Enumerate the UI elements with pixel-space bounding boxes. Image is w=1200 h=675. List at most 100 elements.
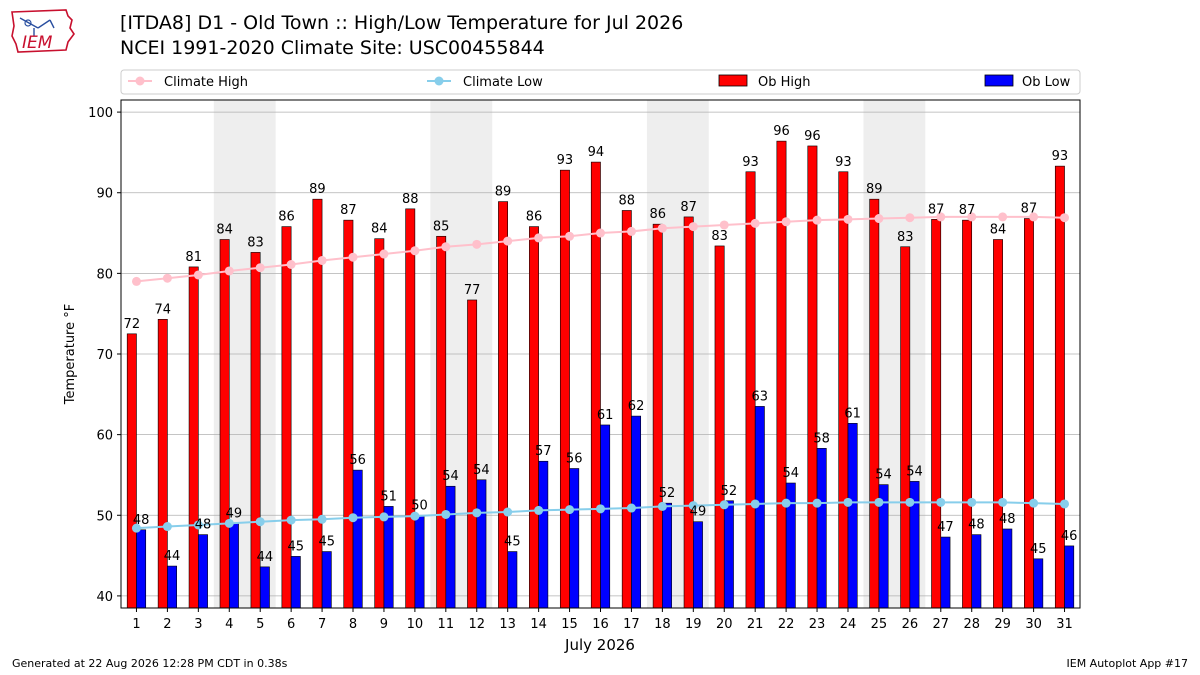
ob-high-bar xyxy=(343,219,354,609)
ob-low-value-label: 49 xyxy=(226,506,243,521)
ob-low-bar xyxy=(167,565,177,609)
ob-high-value-label: 89 xyxy=(309,182,326,197)
x-tick-label: 28 xyxy=(963,617,980,632)
climate-low-point xyxy=(936,497,946,507)
x-axis-label: July 2026 xyxy=(564,636,635,654)
ob-low-bar xyxy=(816,448,827,609)
climate-low-point xyxy=(905,497,915,507)
x-tick-label: 18 xyxy=(654,617,671,632)
climate-high-point xyxy=(410,246,420,256)
x-tick-label: 7 xyxy=(318,617,326,632)
x-tick-label: 23 xyxy=(809,617,826,632)
x-tick-label: 21 xyxy=(747,617,764,632)
ob-high-value-label: 93 xyxy=(742,155,759,170)
ob-high-bar xyxy=(219,239,230,609)
ob-high-value-label: 84 xyxy=(371,222,388,237)
ob-low-bar xyxy=(600,424,611,609)
ob-low-bar xyxy=(507,551,518,609)
ob-low-value-label: 57 xyxy=(535,444,552,459)
ob-low-bar xyxy=(383,506,394,609)
ob-low-value-label: 54 xyxy=(875,468,892,483)
y-tick-label: 60 xyxy=(96,429,113,444)
ob-low-value-label: 61 xyxy=(844,406,861,421)
ob-high-bar xyxy=(374,238,385,609)
climate-high-point xyxy=(750,218,760,228)
climate-high-point xyxy=(503,236,513,246)
ob-high-value-label: 93 xyxy=(557,153,574,168)
climate-low-point xyxy=(193,520,203,530)
climate-low-point xyxy=(719,500,729,510)
legend-label-ob-low: Ob Low xyxy=(1022,75,1071,90)
ob-high-value-label: 93 xyxy=(1052,149,1069,164)
ob-high-value-label: 94 xyxy=(588,145,605,160)
ob-high-value-label: 86 xyxy=(526,210,543,225)
ob-low-bar xyxy=(228,523,239,609)
climate-high-point xyxy=(936,212,946,222)
x-tick-label: 30 xyxy=(1025,617,1042,632)
ob-high-bar xyxy=(683,216,694,609)
ob-high-value-label: 93 xyxy=(835,155,852,170)
ob-low-bar xyxy=(352,469,363,609)
ob-low-bar xyxy=(259,566,270,609)
x-tick-label: 8 xyxy=(349,617,357,632)
chart-title: [ITDA8] D1 - Old Town :: High/Low Temper… xyxy=(120,12,684,34)
x-tick-label: 16 xyxy=(592,617,609,632)
ob-high-bar xyxy=(931,219,942,609)
ob-high-value-label: 85 xyxy=(433,219,450,234)
climate-high-point xyxy=(967,212,977,222)
chart-subtitle: NCEI 1991-2020 Climate Site: USC00455844 xyxy=(120,37,545,59)
ob-high-bar xyxy=(993,239,1003,609)
climate-low-point xyxy=(781,498,791,508)
ob-low-value-label: 48 xyxy=(968,518,985,533)
climate-low-point xyxy=(843,497,853,507)
climate-high-point xyxy=(781,217,791,227)
legend-label-climate-high: Climate High xyxy=(164,75,248,90)
climate-low-point xyxy=(441,509,451,519)
y-tick-label: 90 xyxy=(96,187,113,202)
ob-low-value-label: 51 xyxy=(380,489,397,504)
y-tick-label: 100 xyxy=(88,106,113,121)
climate-high-point xyxy=(224,266,234,276)
ob-low-bar xyxy=(971,534,982,609)
x-tick-label: 20 xyxy=(716,617,733,632)
climate-high-point xyxy=(565,231,575,241)
y-tick-label: 80 xyxy=(96,267,113,282)
y-tick-label: 50 xyxy=(96,509,113,524)
ob-high-value-label: 96 xyxy=(804,129,821,144)
bar-value-labels: 72 48 74 44 81 48 84 49 83 44 86 45 89 45 87 56 84 51 88 50… xyxy=(124,124,1078,565)
ob-high-value-label: 86 xyxy=(649,207,666,222)
ob-low-bar xyxy=(1033,558,1044,609)
ob-low-value-label: 48 xyxy=(133,513,150,528)
climate-high-point xyxy=(286,259,296,269)
climate-low-point xyxy=(317,514,327,524)
ob-low-bar xyxy=(198,534,208,609)
logo-text: IEM xyxy=(22,33,53,53)
climate-low-point xyxy=(224,518,234,528)
ob-low-value-label: 45 xyxy=(504,535,521,550)
climate-high-point xyxy=(688,222,698,232)
x-tick-label: 1 xyxy=(132,617,140,632)
climate-high-point xyxy=(472,239,482,249)
ob-low-value-label: 56 xyxy=(566,452,583,467)
ob-high-value-label: 84 xyxy=(216,222,233,237)
climate-low-point xyxy=(534,505,544,515)
x-tick-label: 29 xyxy=(994,617,1011,632)
ob-low-value-label: 50 xyxy=(411,498,428,513)
ob-high-value-label: 89 xyxy=(495,185,512,200)
ob-high-bar xyxy=(807,145,818,609)
ob-low-bar xyxy=(847,423,858,609)
ob-high-bar xyxy=(126,333,137,609)
ob-low-value-label: 54 xyxy=(782,466,799,481)
x-tick-label: 13 xyxy=(499,617,516,632)
climate-high-point xyxy=(255,263,265,273)
ob-high-value-label: 83 xyxy=(247,235,264,250)
climate-low-point xyxy=(812,498,822,508)
climate-low-point xyxy=(688,501,698,511)
ob-low-bar xyxy=(1002,528,1013,609)
ob-low-bar xyxy=(569,468,580,609)
climate-high-point xyxy=(348,252,358,262)
ob-low-value-label: 58 xyxy=(813,431,830,446)
ob-low-bar xyxy=(693,521,703,609)
ob-low-bar xyxy=(1064,545,1075,609)
x-tick-label: 9 xyxy=(380,617,388,632)
